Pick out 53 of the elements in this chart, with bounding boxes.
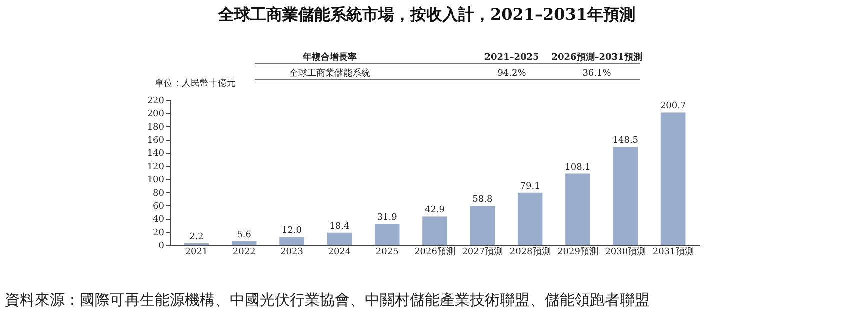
text: 單位：人民幣十億元 (155, 78, 236, 89)
data-label: 108.1 (565, 162, 591, 173)
x-tick-label: 2026預測 (414, 246, 456, 258)
bar (470, 206, 496, 245)
source-note: 資料來源：國際可再生能源機構、中國光伏行業協會、中關村儲能產業技術聯盟、儲能領跑者聯盟 (5, 291, 650, 309)
y-tick-label: 80 (153, 188, 165, 199)
bar (232, 241, 257, 245)
data-label: 31.9 (377, 212, 398, 223)
y-tick-label: 0 (158, 242, 165, 252)
text: 全球工商業儲能系統 (290, 68, 370, 79)
y-tick-label: 140 (147, 149, 165, 160)
x-tick-label: 2025 (376, 248, 400, 258)
x-tick-label: 2022 (232, 248, 256, 258)
data-label: 200.7 (660, 102, 686, 112)
y-tick-label: 20 (153, 228, 165, 238)
bar (613, 147, 638, 245)
chart-title: 全球工商業儲能系統市場，按收入計，2021–2031年預測 (217, 5, 636, 24)
data-label: 5.6 (237, 230, 252, 240)
bar (374, 224, 400, 245)
y-tick-label: 160 (147, 136, 165, 146)
data-label: 12.0 (282, 226, 302, 236)
y-tick-label: 120 (147, 162, 165, 172)
y-tick-label: 180 (147, 122, 165, 133)
data-label: 148.5 (612, 136, 639, 146)
y-tick-label: 40 (153, 215, 165, 226)
data-label: 2.2 (190, 232, 204, 243)
x-tick-label: 2030預測 (605, 246, 646, 258)
bar (518, 192, 543, 245)
bar (280, 237, 304, 245)
text: 2021–2025 (484, 53, 540, 63)
x-tick-label: 2029預測 (558, 246, 598, 258)
x-tick-label: 2021 (185, 248, 208, 258)
x-tick-label: 2028預測 (510, 246, 551, 258)
bar (422, 216, 448, 245)
y-tick-label: 220 (147, 96, 165, 106)
bar (660, 112, 686, 245)
x-tick-label: 2031預測 (652, 246, 694, 258)
x-tick-label: 2024 (328, 248, 352, 258)
bar (327, 232, 352, 245)
bar (566, 174, 590, 245)
data-label: 42.9 (424, 206, 446, 216)
x-tick-label: 2023 (280, 248, 304, 258)
data-label: 18.4 (330, 222, 350, 232)
text: 年複合增長率 (302, 52, 357, 63)
data-label: 58.8 (472, 195, 493, 206)
x-tick-label: 2027預測 (462, 246, 504, 258)
text: 36.1% (582, 69, 612, 79)
text: 94.2% (498, 69, 527, 79)
y-tick-label: 200 (147, 110, 165, 120)
y-tick-label: 60 (153, 202, 165, 212)
y-tick-label: 100 (147, 176, 165, 186)
data-label: 79.1 (520, 182, 540, 192)
text: 2026預測–2031預測 (552, 52, 642, 63)
